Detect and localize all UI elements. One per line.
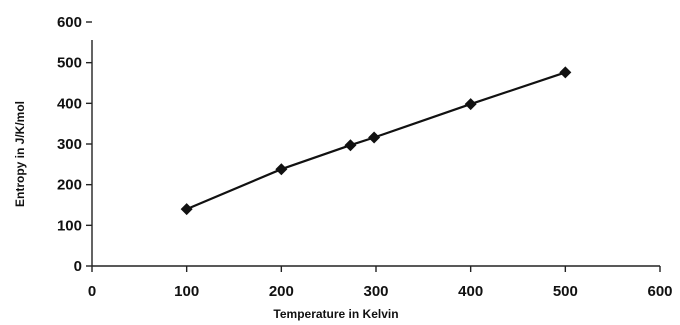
x-tick-label: 200 bbox=[269, 283, 294, 300]
y-tick-label: 100 bbox=[57, 217, 82, 234]
y-tick-label: 600 bbox=[57, 14, 82, 31]
x-tick-label: 400 bbox=[458, 283, 483, 300]
x-axis-ticks: 0 100 200 300 400 500 600 bbox=[88, 266, 673, 300]
data-markers bbox=[180, 66, 572, 216]
data-point-marker bbox=[368, 131, 381, 144]
x-tick-label: 0 bbox=[88, 283, 96, 300]
series-line bbox=[186, 71, 566, 211]
x-tick-label: 500 bbox=[553, 283, 578, 300]
y-tick-label: 0 bbox=[74, 258, 82, 275]
x-tick-label: 300 bbox=[363, 283, 388, 300]
y-tick-label: 300 bbox=[57, 136, 82, 153]
y-tick-label: 200 bbox=[57, 177, 82, 194]
y-tick-label: 500 bbox=[57, 55, 82, 72]
data-point-marker bbox=[275, 163, 288, 176]
x-axis-title: Temperature in Kelvin bbox=[273, 307, 398, 321]
y-axis-ticks: 0 100 200 300 400 500 600 bbox=[57, 14, 92, 275]
data-point-marker bbox=[344, 139, 357, 152]
data-point-marker bbox=[559, 66, 572, 79]
x-tick-label: 100 bbox=[174, 283, 199, 300]
data-point-marker bbox=[464, 98, 477, 111]
y-tick-label: 400 bbox=[57, 95, 82, 112]
data-point-marker bbox=[180, 203, 193, 216]
x-tick-label: 600 bbox=[647, 283, 672, 300]
y-axis-title: Entropy in J/K/mol bbox=[13, 101, 27, 207]
